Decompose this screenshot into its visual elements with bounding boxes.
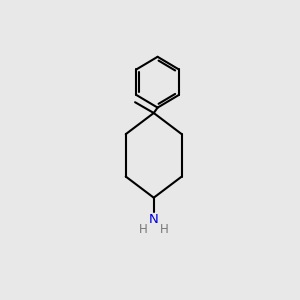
Text: N: N (149, 213, 159, 226)
Text: H: H (160, 223, 169, 236)
Text: H: H (139, 223, 147, 236)
